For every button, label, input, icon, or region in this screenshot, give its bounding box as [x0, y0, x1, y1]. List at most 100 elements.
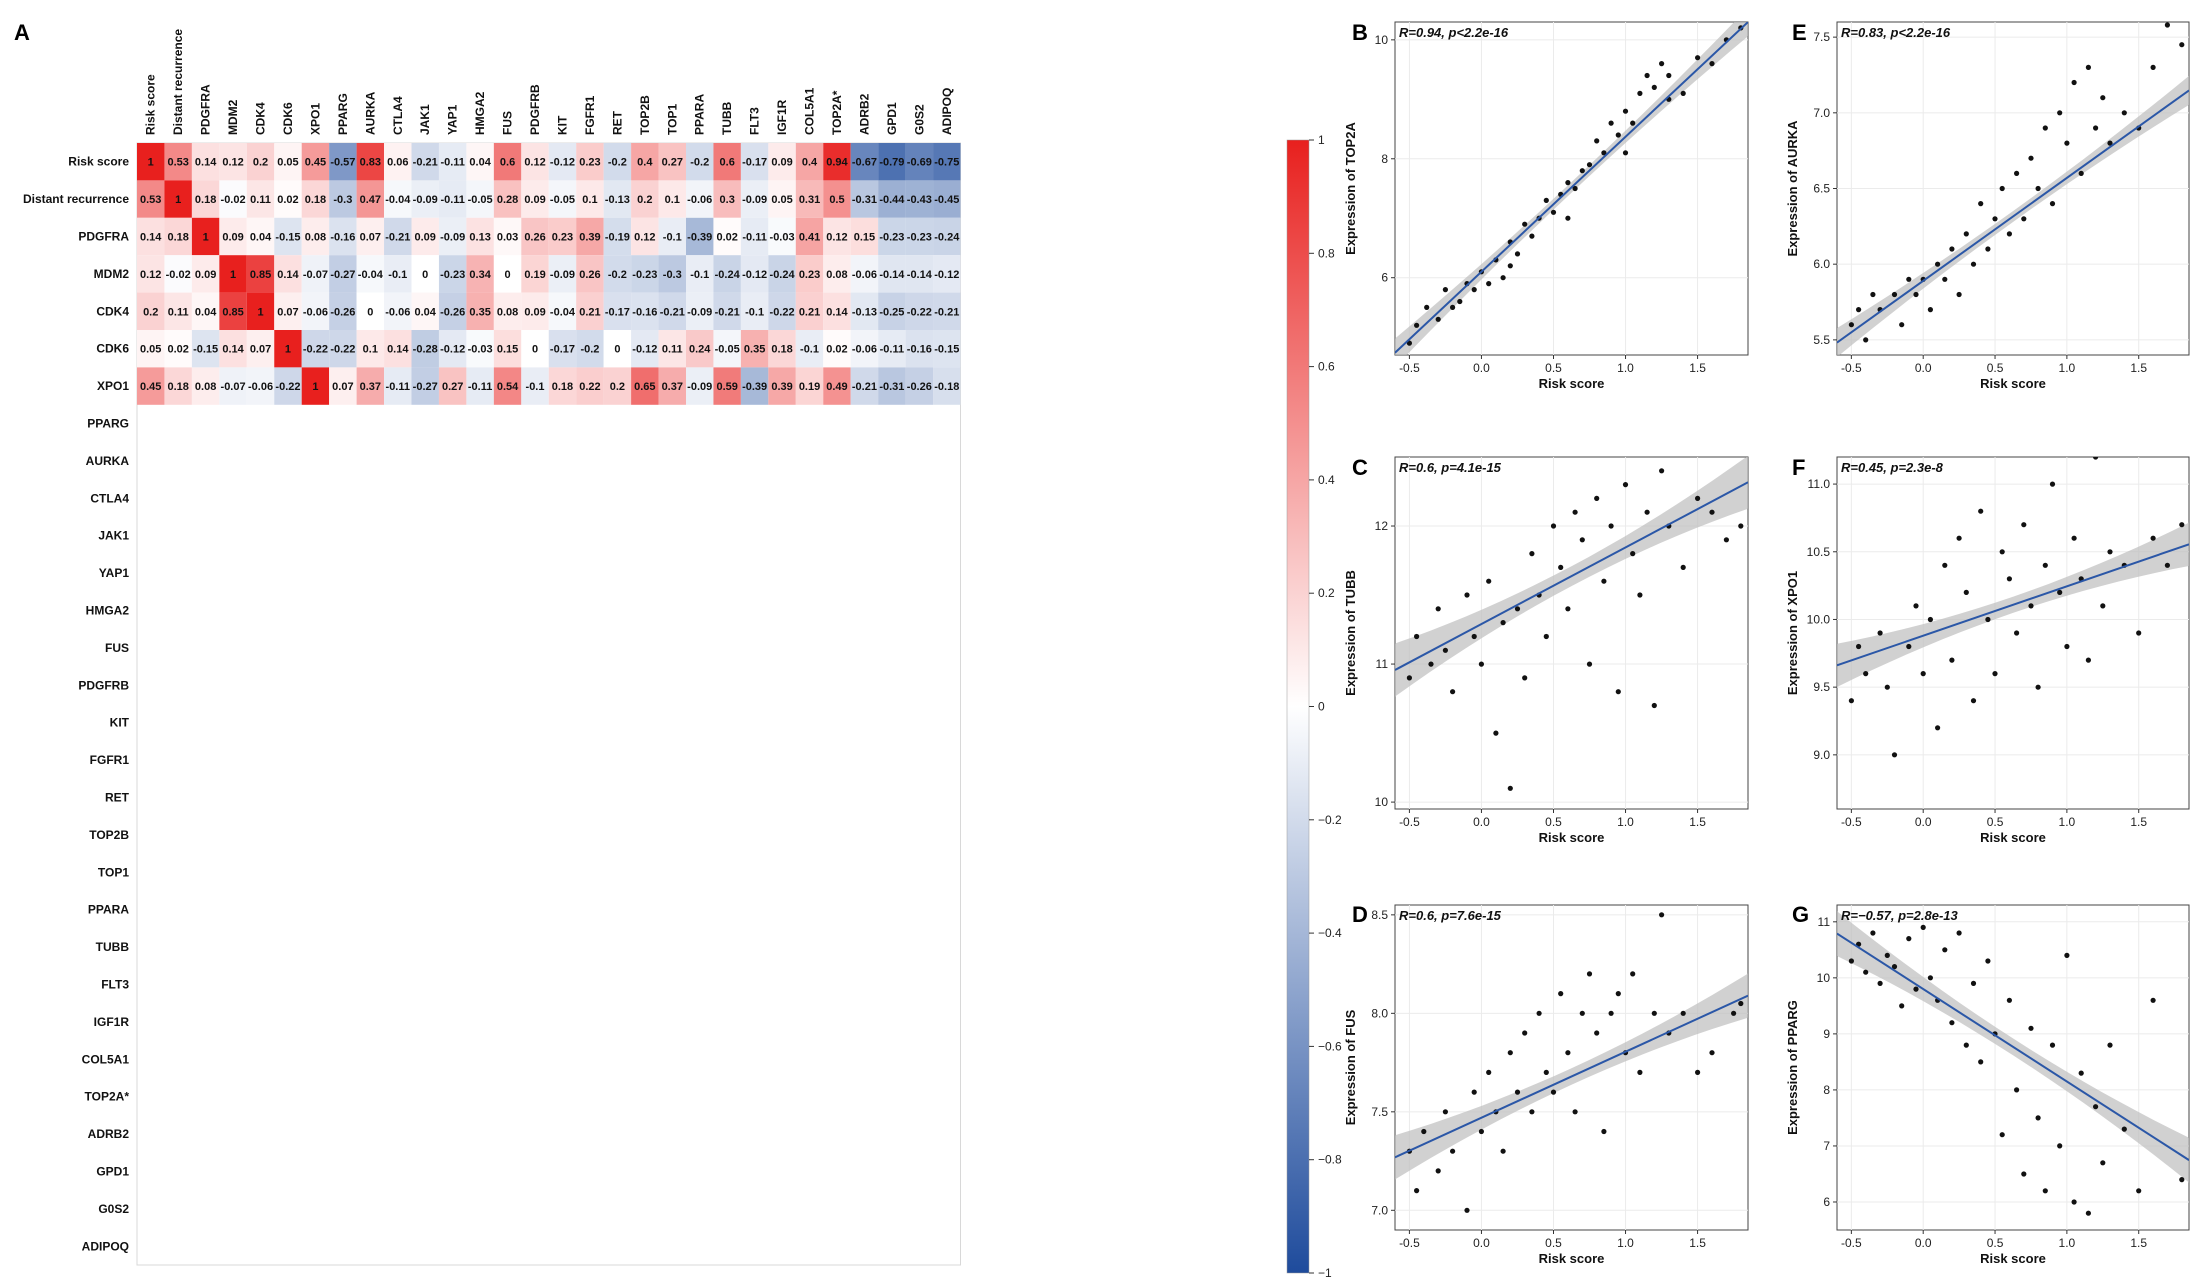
heatmap-cell-value: 0.02 — [716, 232, 737, 244]
heatmap-cell-value: -0.27 — [330, 269, 355, 281]
panel-letter-b: B — [1352, 20, 1368, 45]
heatmap-cell-value: 0.1 — [665, 194, 680, 206]
heatmap-row-label: JAK1 — [98, 529, 129, 543]
heatmap-cell-value: -0.12 — [934, 269, 959, 281]
heatmap-col-label: GPD1 — [885, 102, 899, 135]
scatter-point — [1529, 1109, 1535, 1115]
heatmap-cell-value: 0.12 — [826, 232, 847, 244]
correlation-p: p=7.6e-15 — [1440, 908, 1501, 923]
scatter-point — [1414, 322, 1420, 328]
heatmap-cell — [933, 367, 961, 405]
heatmap-cell-value: -0.39 — [742, 381, 767, 393]
heatmap-cell-value: -0.1 — [800, 344, 819, 356]
scatter-point — [1985, 616, 1991, 623]
heatmap-row-label: PDGFRB — [78, 678, 129, 692]
scatter-point — [1601, 578, 1607, 584]
heatmap-cell-value: 0.2 — [253, 157, 268, 169]
heatmap-cell — [356, 330, 385, 368]
x-tick-label: 1.5 — [2130, 361, 2147, 375]
scatter-point — [1500, 1148, 1506, 1154]
scatter-point — [1848, 958, 1854, 964]
regression-line — [1837, 89, 2189, 344]
heatmap-cell-value: 0.09 — [524, 194, 545, 206]
heatmap-cell — [356, 217, 385, 256]
heatmap-cell — [164, 330, 192, 368]
scatter-point — [2071, 1199, 2077, 1205]
heatmap-row-label: GPD1 — [96, 1165, 129, 1179]
heatmap-cell-value: -0.09 — [742, 194, 767, 206]
heatmap-cell-value: 0.45 — [140, 381, 161, 393]
scatter-point — [1978, 1059, 1984, 1065]
heatmap-cell-value: 0.59 — [716, 381, 737, 393]
scatter-point — [2107, 549, 2113, 555]
heatmap-cell — [548, 217, 577, 256]
scatter-point — [1992, 216, 1998, 222]
heatmap-row-label: XPO1 — [97, 379, 129, 393]
heatmap-cell — [411, 255, 439, 293]
scatter-point — [2057, 1143, 2063, 1149]
heatmap-cell-value: -0.18 — [934, 381, 959, 393]
heatmap-cell — [740, 143, 769, 181]
heatmap-cell-value: -0.2 — [608, 269, 627, 281]
heatmap-cell — [686, 292, 714, 330]
heatmap-cell-value: 0.04 — [250, 232, 272, 244]
scatter-point — [1450, 689, 1456, 695]
scatter-point — [1956, 291, 1962, 298]
heatmap-cell — [603, 255, 632, 293]
heatmap-cell-value: 0.09 — [415, 232, 436, 244]
heatmap-cell-value: 0.83 — [360, 157, 381, 169]
heatmap-cell-value: 0.23 — [552, 232, 573, 244]
heatmap-cell — [878, 330, 906, 368]
heatmap-cell — [274, 367, 302, 405]
heatmap-cell — [191, 180, 220, 218]
heatmap-cell-value: 0.11 — [168, 306, 189, 318]
heatmap-cell-value: -0.22 — [275, 381, 300, 393]
colorbar-tick-label: −1 — [1318, 1266, 1332, 1280]
heatmap-cell — [356, 367, 385, 405]
scatter-point — [1935, 261, 1941, 267]
heatmap-cell — [823, 217, 851, 256]
scatter-point — [1565, 1050, 1571, 1056]
scatter-point — [1507, 263, 1513, 269]
colorbar-tick-label: 0.4 — [1318, 473, 1335, 487]
heatmap-col-label: RET — [610, 110, 624, 135]
heatmap-cell — [548, 255, 577, 293]
heatmap-cell-value: 0.14 — [140, 232, 162, 244]
heatmap-cell — [274, 330, 302, 368]
scatter-point — [1442, 647, 1448, 653]
scatter-point — [1899, 1003, 1905, 1009]
heatmap-cell — [493, 143, 522, 181]
correlation-r: R=0.83, — [1841, 25, 1891, 40]
heatmap-row-label: MDM2 — [94, 267, 130, 281]
heatmap-cell — [329, 367, 357, 405]
heatmap-cell — [878, 255, 906, 293]
heatmap-cell-value: -0.17 — [605, 306, 630, 318]
heatmap-col-label: PDGFRB — [528, 84, 542, 135]
scatter-point — [2136, 630, 2142, 636]
heatmap-cell-value: 0.6 — [720, 157, 735, 169]
heatmap-cell — [713, 367, 741, 405]
correlation-annotation: R=0.45, p=2.3e-8 — [1841, 460, 1944, 475]
heatmap-cell-value: -0.13 — [605, 194, 630, 206]
heatmap-cell — [219, 143, 247, 181]
scatter-point — [1435, 606, 1441, 612]
heatmap-cell-value: -0.14 — [879, 269, 905, 281]
scatter-point — [1884, 684, 1890, 690]
heatmap-cell — [658, 330, 686, 368]
heatmap-col-label: FUS — [501, 111, 515, 135]
scatter-point — [1514, 1089, 1521, 1095]
colorbar-tick-label: −0.8 — [1318, 1153, 1342, 1167]
y-axis-title: Expression of PPARG — [1785, 1000, 1800, 1135]
scatter-point — [1680, 564, 1686, 571]
scatter-panel-e: E -0.5 0.0 0.5 1.0 1.5 5.5 6.0 6.5 7.0 7.5 R=0.83, … — [1785, 20, 2190, 391]
scatter-point — [1608, 523, 1614, 529]
scatter-point — [2064, 643, 2070, 650]
panel-letter-a: A — [14, 20, 30, 45]
scatter-point — [1500, 620, 1506, 626]
scatter-point — [1565, 215, 1571, 221]
x-tick-label: 1.0 — [1617, 815, 1634, 829]
heatmap-cell — [246, 255, 275, 293]
y-tick-label: 10 — [1375, 795, 1389, 809]
heatmap-cell — [878, 143, 906, 181]
heatmap-cell-value: 0.21 — [579, 306, 600, 318]
